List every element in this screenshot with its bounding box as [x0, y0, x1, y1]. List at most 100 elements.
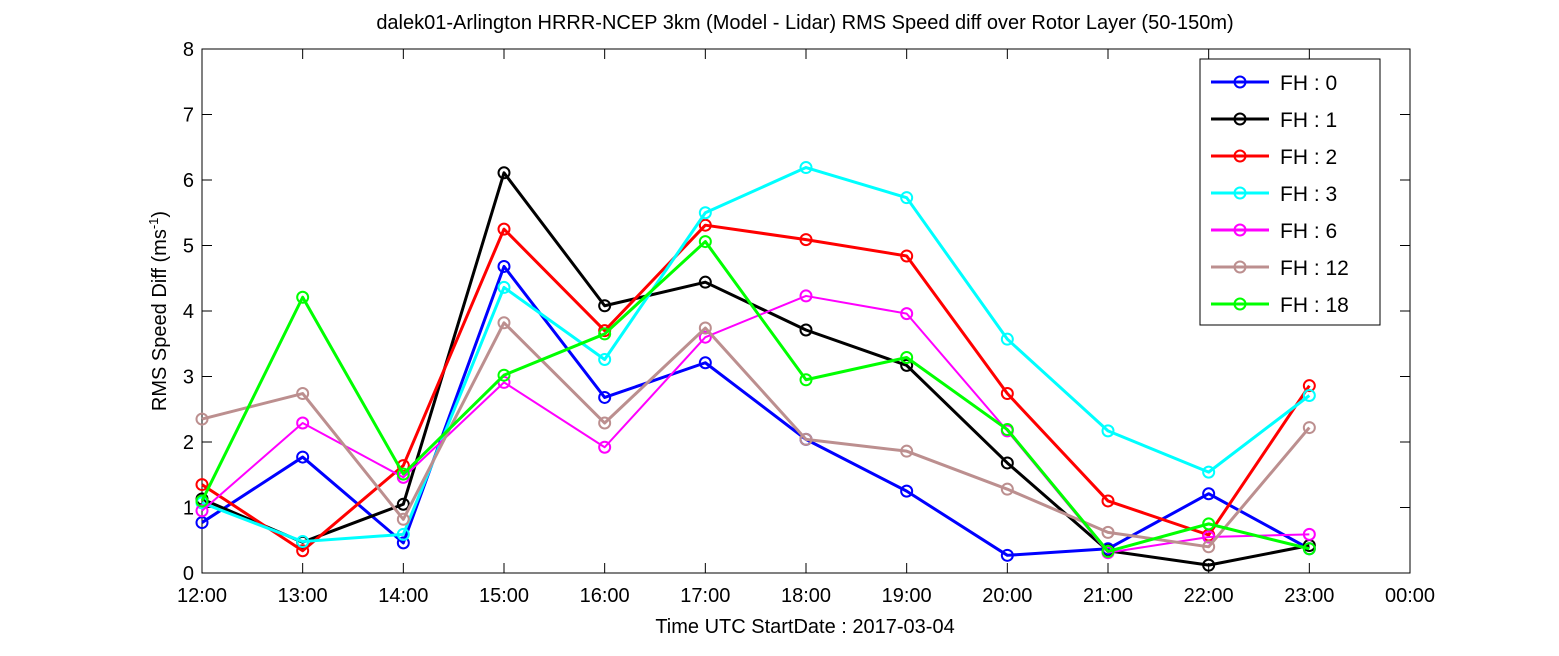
x-tick-label: 14:00	[378, 585, 428, 607]
data-point	[598, 299, 612, 313]
data-point	[698, 321, 712, 335]
data-point	[396, 536, 410, 550]
x-tick-label: 23:00	[1284, 585, 1334, 607]
data-point	[799, 233, 813, 247]
data-point	[900, 358, 914, 372]
data-point	[1202, 465, 1216, 479]
series-3	[195, 161, 1316, 549]
legend-marker	[1233, 260, 1247, 274]
data-point	[1302, 542, 1316, 556]
data-point	[1000, 482, 1014, 496]
data-point	[1202, 540, 1216, 554]
data-point	[296, 290, 310, 304]
data-point	[598, 327, 612, 341]
y-tick-label: 4	[183, 301, 194, 323]
y-tick-label: 0	[183, 563, 194, 585]
data-point	[1101, 494, 1115, 508]
y-tick-label: 7	[183, 105, 194, 127]
chart-title: dalek01-Arlington HRRR-NCEP 3km (Model -…	[376, 12, 1233, 34]
data-point	[497, 259, 511, 273]
y-tick-label: 3	[183, 367, 194, 389]
x-tick-label: 16:00	[580, 585, 630, 607]
series-4	[195, 289, 1316, 560]
data-point	[195, 478, 209, 492]
data-point	[1000, 332, 1014, 346]
data-point	[1000, 387, 1014, 401]
legend-entry: FH : 2	[1211, 146, 1337, 169]
data-point	[900, 249, 914, 263]
y-axis: 0 1 2 3 4 5 6 7 8	[183, 39, 1410, 585]
data-point	[799, 323, 813, 337]
data-point	[296, 387, 310, 401]
data-point	[1202, 558, 1216, 572]
y-axis-label: RMS Speed Diff (ms-1)	[146, 211, 171, 411]
x-tick-label: 13:00	[278, 585, 328, 607]
legend-label: FH : 12	[1280, 257, 1349, 280]
series-line	[201, 264, 1311, 557]
data-point	[1101, 525, 1115, 539]
legend-marker	[1233, 149, 1247, 163]
y-axis-label-close: )	[149, 211, 171, 218]
data-point	[1202, 487, 1216, 501]
x-tick-label: 19:00	[882, 585, 932, 607]
x-tick-label: 21:00	[1083, 585, 1133, 607]
legend-label: FH : 18	[1280, 294, 1349, 317]
data-point	[497, 368, 511, 382]
data-point	[900, 307, 914, 321]
series-5	[195, 316, 1316, 554]
x-tick-label: 22:00	[1184, 585, 1234, 607]
data-point	[497, 166, 511, 180]
data-point	[1202, 517, 1216, 531]
legend-marker	[1233, 297, 1247, 311]
x-tick-label: 15:00	[479, 585, 529, 607]
y-axis-label-main: RMS Speed Diff (ms	[149, 229, 171, 411]
data-point	[497, 222, 511, 236]
data-point	[799, 373, 813, 387]
legend-entry: FH : 0	[1211, 72, 1337, 95]
y-tick-label: 1	[183, 498, 194, 520]
legend-label: FH : 0	[1280, 72, 1337, 95]
data-point	[1101, 544, 1115, 558]
x-tick-label: 18:00	[781, 585, 831, 607]
legend-entry: FH : 6	[1211, 220, 1337, 243]
legend-marker	[1233, 223, 1247, 237]
data-point	[698, 356, 712, 370]
x-tick-label: 20:00	[982, 585, 1032, 607]
series-line	[201, 171, 1310, 567]
data-point	[698, 235, 712, 249]
legend-entry: FH : 1	[1211, 109, 1337, 132]
x-axis: 12:00 13:00 14:00 15:00 16:00 17:00 18:00 19:00…	[177, 49, 1435, 607]
data-point	[1000, 456, 1014, 470]
data-point	[396, 497, 410, 511]
y-tick-label: 8	[183, 39, 194, 61]
legend-label: FH : 6	[1280, 220, 1337, 243]
data-point	[698, 330, 712, 344]
series-line	[200, 240, 1310, 553]
data-point	[698, 206, 712, 220]
legend-entry: FH : 12	[1211, 257, 1349, 280]
data-point	[1302, 379, 1316, 393]
data-point	[698, 275, 712, 289]
legend-marker	[1233, 75, 1247, 89]
series-line	[201, 321, 1311, 549]
data-point	[296, 450, 310, 464]
legend-marker	[1233, 186, 1247, 200]
legend-entry: FH : 3	[1211, 183, 1337, 206]
x-tick-label: 17:00	[680, 585, 730, 607]
legend-marker	[1233, 112, 1247, 126]
legend: FH : 0 FH : 1 FH : 2 FH : 3 FH : 6 FH : 12 FH …	[1199, 58, 1381, 326]
data-point	[598, 390, 612, 404]
data-point	[900, 484, 914, 498]
data-point	[195, 494, 209, 508]
data-point	[900, 351, 914, 365]
x-tick-label: 12:00	[177, 585, 227, 607]
x-tick-label: 00:00	[1385, 585, 1435, 607]
data-point	[497, 316, 511, 330]
y-axis-label-sup: -1	[146, 218, 161, 230]
data-point	[698, 218, 712, 232]
series-layer	[195, 161, 1316, 572]
y-tick-label: 5	[183, 236, 194, 258]
data-point	[296, 535, 310, 549]
data-point	[598, 416, 612, 430]
